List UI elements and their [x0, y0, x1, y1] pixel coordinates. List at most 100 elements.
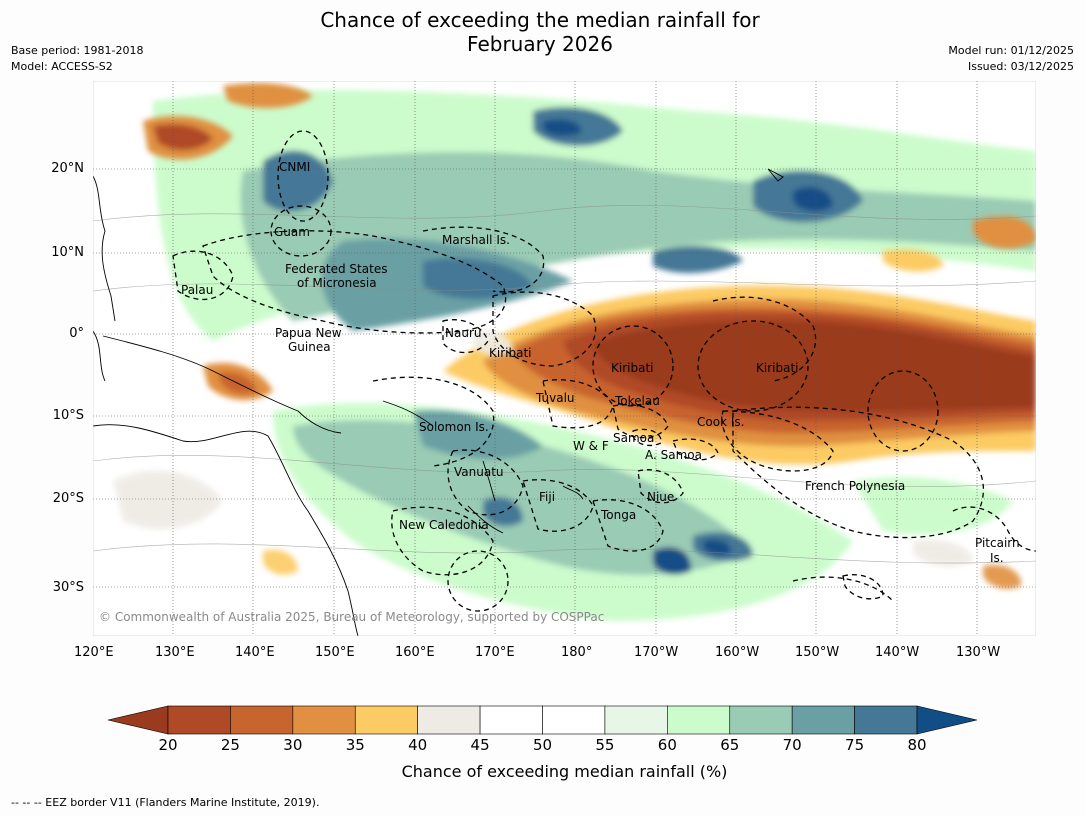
map-svg: CNMI Guam Marshall Is. Federated States … [93, 81, 1036, 636]
lon-label-120e: 120°E [74, 645, 114, 660]
colorbar-bin-35_40 [354, 705, 418, 735]
lon-label-160e: 160°E [395, 645, 435, 660]
colorbar-extend-low [107, 705, 169, 735]
lat-label-20s: 20°S [52, 491, 84, 506]
wet-core-north-4 [543, 119, 582, 137]
lon-label-170e: 170°E [475, 645, 515, 660]
colorbar-tick-30: 30 [283, 736, 303, 754]
meta-left: Base period: 1981-2018 Model: ACCESS-S2 [11, 43, 143, 75]
dry-patch-nw-core [153, 124, 213, 151]
colorbar-bin-30_35 [292, 705, 356, 735]
colorbar-tick-70: 70 [782, 736, 802, 754]
wet-core-south-1 [653, 547, 692, 575]
label-fiji: Fiji [539, 490, 555, 504]
neutral-patch-3 [913, 539, 973, 567]
title-line-2: February 2026 [467, 32, 613, 56]
colorbar-tick-45: 45 [470, 736, 490, 754]
lon-label-130e: 130°E [155, 645, 195, 660]
coast-new-caledonia [467, 505, 504, 534]
label-pitcairn-2: Is. [990, 551, 1004, 565]
coast-vanuatu [482, 460, 496, 502]
label-new-caledonia: New Caledonia [399, 518, 489, 532]
coast-philippines [93, 175, 116, 322]
label-cnmi: CNMI [279, 160, 310, 174]
label-marshall: Marshall Is. [442, 233, 510, 247]
colorbar-bin-65_70 [729, 705, 793, 735]
lon-label-160w: 160°W [715, 645, 760, 660]
gridlines [93, 81, 1036, 636]
chart-title: Chance of exceeding the median rainfall … [0, 8, 1085, 56]
eez-borders [172, 130, 1036, 612]
label-png-2: Guinea [288, 340, 331, 354]
label-niue: Niue [647, 490, 674, 504]
colorbar-tick-20: 20 [158, 736, 178, 754]
wet-band-south-core [413, 410, 543, 460]
label-wf: W & F [573, 439, 609, 453]
meta-right: Model run: 01/12/2025 Issued: 03/12/2025 [948, 43, 1074, 75]
label-guam: Guam [274, 225, 310, 239]
lon-label-130w: 130°W [956, 645, 1001, 660]
colorbar-tick-75: 75 [845, 736, 865, 754]
lon-label-150e: 150°E [315, 645, 355, 660]
rainfall-field [113, 83, 1036, 621]
dry-patch-se [983, 564, 1022, 589]
lat-label-10n: 10°N [51, 245, 84, 260]
rainfall-map: CNMI Guam Marshall Is. Federated States … [93, 81, 1036, 636]
coastlines [93, 168, 784, 636]
region-labels: CNMI Guam Marshall Is. Federated States … [181, 160, 1020, 565]
neutral-patch-2 [473, 329, 513, 356]
dry-patch-ne [973, 216, 1036, 249]
model-run: Model run: 01/12/2025 [948, 44, 1074, 57]
colorbar-title: Chance of exceeding median rainfall (%) [401, 762, 728, 781]
issued-date: Issued: 03/12/2025 [967, 60, 1074, 73]
coast-hawaii [767, 168, 784, 182]
label-kiribati-west: Kiribati [489, 346, 531, 360]
copyright-notice: © Commonwealth of Australia 2025, Bureau… [99, 610, 604, 624]
coast-australia [93, 424, 359, 636]
neutral-patch-1 [113, 470, 223, 530]
colorbar-tick-40: 40 [408, 736, 428, 754]
colorbar-tick-65: 65 [720, 736, 740, 754]
colorbar-bin-40_45 [417, 705, 481, 735]
dry-patch-ne2 [883, 249, 943, 272]
model-name: Model: ACCESS-S2 [11, 60, 113, 73]
lon-label-140w: 140°W [875, 645, 920, 660]
lat-label-30s: 30°S [52, 580, 84, 595]
label-french-polynesia: French Polynesia [805, 479, 905, 493]
colorbar-bin-70_75 [791, 705, 855, 735]
label-png-1: Papua New [275, 326, 342, 340]
lat-label-10s: 10°S [52, 408, 84, 423]
colorbar-tick-55: 55 [595, 736, 615, 754]
label-cook: Cook Is. [697, 415, 744, 429]
label-tuvalu: Tuvalu [535, 391, 575, 405]
label-solomon: Solomon Is. [419, 420, 489, 434]
colorbar-bin-55_60 [604, 705, 668, 735]
label-kiribati-east: Kiribati [756, 361, 798, 375]
coast-solomons [382, 400, 434, 427]
wet-core-south-3 [703, 539, 732, 556]
lat-label-20n: 20°N [51, 161, 84, 176]
lon-label-150w: 150°W [795, 645, 840, 660]
colorbar-bin-45_50 [479, 705, 543, 735]
label-tonga: Tonga [600, 508, 636, 522]
label-nauru: Nauru [445, 326, 481, 340]
lat-label-0: 0° [69, 326, 84, 341]
colorbar-tick-60: 60 [657, 736, 677, 754]
lon-label-180: 180° [561, 645, 593, 660]
label-fsm-2: of Micronesia [297, 276, 377, 290]
colorbar-tick-80: 80 [907, 736, 927, 754]
label-kiribati-central: Kiribati [611, 361, 653, 375]
colorbar-tick-25: 25 [220, 736, 240, 754]
label-samoa: Samoa [613, 431, 654, 445]
colorbar-tick-35: 35 [345, 736, 365, 754]
colorbar-tick-50: 50 [532, 736, 553, 754]
dry-patch-top [223, 83, 313, 108]
coast-borneo [93, 330, 106, 382]
label-vanuatu: Vanuatu [454, 465, 504, 479]
label-fsm-1: Federated States [285, 262, 387, 276]
coast-new-guinea [102, 335, 342, 434]
dry-patch-sw [263, 549, 298, 575]
colorbar-bin-50_55 [542, 705, 606, 735]
wet-core-north-3 [793, 186, 833, 212]
coast-fiji [562, 485, 584, 500]
